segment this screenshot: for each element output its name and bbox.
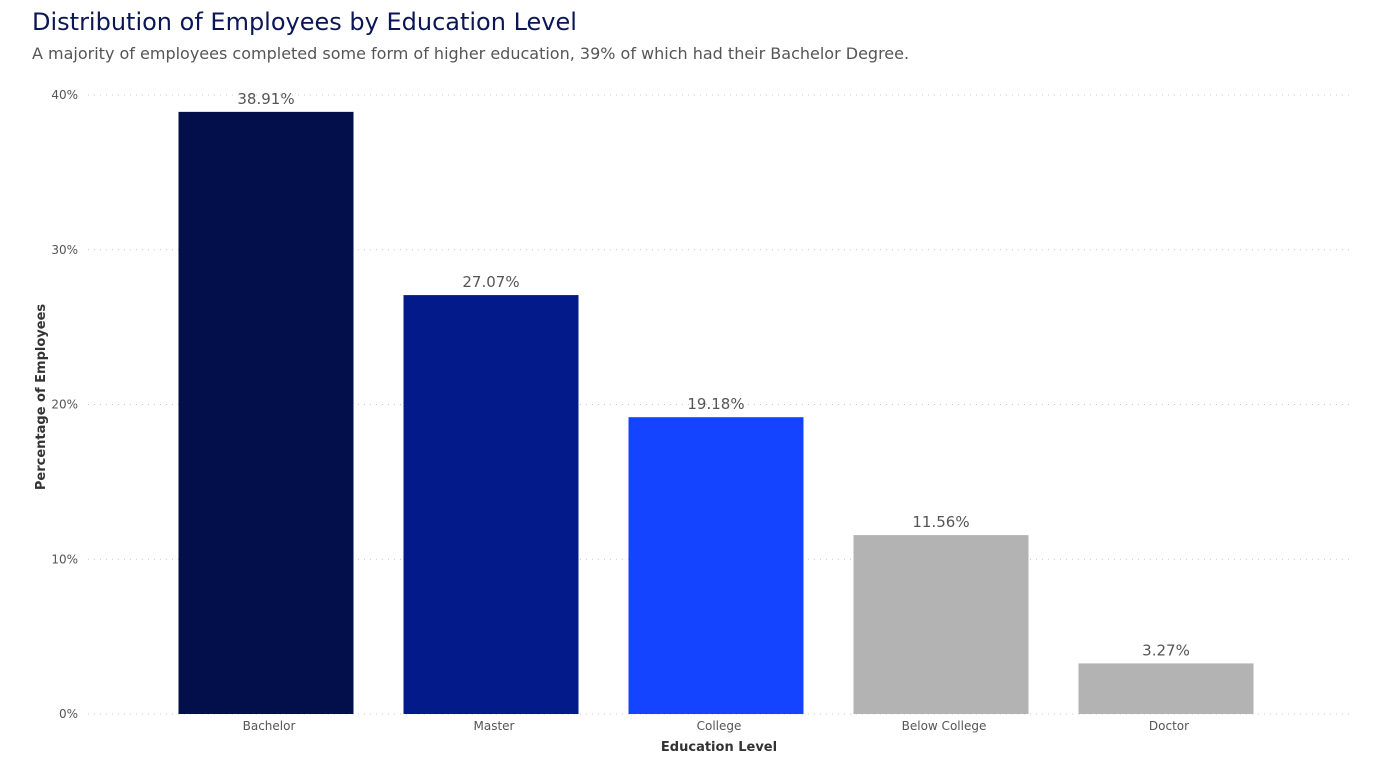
x-axis-ticks: Bachelor Master College Below College Doctor [243, 719, 1190, 733]
data-label: 19.18% [687, 395, 744, 413]
x-tick-label: Doctor [1149, 719, 1189, 733]
bar-master[interactable] [403, 295, 579, 714]
x-tick-label: Bachelor [243, 719, 296, 733]
chart-title: Distribution of Employees by Education L… [32, 8, 577, 36]
data-label: 3.27% [1142, 641, 1190, 659]
y-tick-label: 30% [51, 243, 78, 257]
y-tick-label: 10% [51, 552, 78, 566]
bar-doctor[interactable] [1078, 663, 1254, 714]
x-tick-label: College [697, 719, 742, 733]
data-label: 38.91% [237, 90, 294, 108]
data-label: 11.56% [912, 513, 969, 531]
y-axis-title: Percentage of Employees [34, 304, 49, 491]
data-labels: 38.91% 27.07% 19.18% 11.56% 3.27% [237, 90, 1189, 660]
y-axis-ticks: 0% 10% 20% 30% 40% [51, 88, 78, 721]
bars [178, 111, 1254, 715]
chart-subtitle: A majority of employees completed some f… [32, 44, 910, 63]
y-tick-label: 20% [51, 398, 78, 412]
x-tick-label: Master [474, 719, 515, 733]
x-tick-label: Below College [902, 719, 987, 733]
y-tick-label: 0% [59, 707, 78, 721]
bar-below-college[interactable] [853, 535, 1029, 714]
bar-bachelor[interactable] [178, 111, 354, 715]
bar-college[interactable] [628, 417, 804, 714]
y-tick-label: 40% [51, 88, 78, 102]
x-axis-title: Education Level [661, 740, 777, 755]
data-label: 27.07% [462, 273, 519, 291]
